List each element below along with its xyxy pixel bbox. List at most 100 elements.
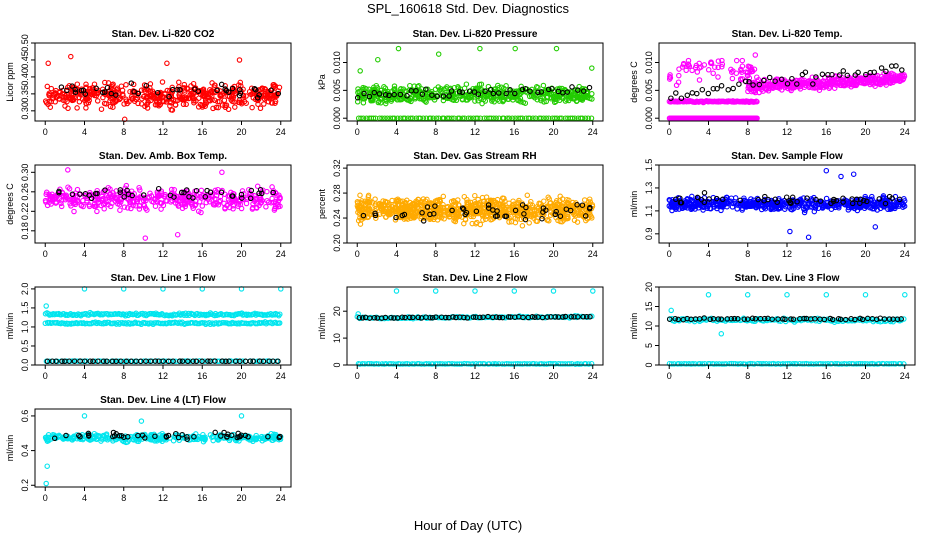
data-point-cyan <box>718 331 725 337</box>
data-point-black <box>230 193 236 199</box>
data-point-black <box>270 189 276 196</box>
data-point-red <box>183 101 189 108</box>
data-point-magenta <box>217 197 224 204</box>
panel-title: Stan. Dev. Line 1 Flow <box>111 273 216 284</box>
data-point-cyan <box>784 292 790 298</box>
data-point-red <box>46 98 52 105</box>
data-point-black <box>121 194 127 200</box>
data-point-magenta <box>733 70 740 76</box>
data-point-magenta <box>199 203 206 209</box>
x-tick-label: 4 <box>394 249 399 259</box>
data-point-black <box>730 85 736 92</box>
data-point-red <box>124 100 130 107</box>
data-points <box>354 192 596 229</box>
data-point-black <box>167 192 174 199</box>
data-point-red <box>217 92 224 99</box>
data-point-magenta <box>102 200 108 207</box>
data-point-green <box>461 115 468 121</box>
data-point-red <box>156 103 162 109</box>
data-point-black <box>155 185 162 192</box>
data-point-green <box>532 115 539 121</box>
data-point-orange <box>440 193 447 200</box>
data-point-green <box>512 115 518 121</box>
data-point-magenta <box>809 85 816 91</box>
x-tick-label: 24 <box>276 371 286 381</box>
data-point-red <box>114 85 121 92</box>
data-point-green <box>436 115 442 121</box>
data-point-red <box>167 98 173 105</box>
data-point-blue <box>823 195 830 202</box>
data-point-black <box>125 191 132 197</box>
data-point-magenta <box>752 52 759 58</box>
data-point-magenta <box>152 197 158 203</box>
data-point-magenta <box>59 189 65 195</box>
data-point-orange <box>541 198 547 204</box>
data-point-red <box>199 104 206 110</box>
data-points <box>666 52 908 121</box>
data-point-black <box>204 187 210 194</box>
data-point-black <box>361 90 367 97</box>
data-point-green <box>557 115 563 121</box>
data-point-red <box>205 93 211 100</box>
chart-panel-5: Stan. Dev. Gas Stream RH0 4 8 12 16 20 240.200… <box>317 151 604 259</box>
x-tick-label: 4 <box>706 249 711 259</box>
data-point-green <box>463 92 470 98</box>
data-point-black <box>863 71 869 78</box>
data-point-black <box>391 91 397 98</box>
panel-title: Stan. Dev. Li-820 Pressure <box>413 29 538 40</box>
data-point-green <box>517 115 524 121</box>
data-point-magenta <box>249 206 256 212</box>
data-point-black <box>214 87 220 94</box>
data-point-red <box>66 94 73 101</box>
data-point-magenta <box>62 196 69 203</box>
data-point-red <box>60 97 66 103</box>
y-axis-label: percent <box>317 188 327 219</box>
data-point-magenta <box>244 196 251 202</box>
data-point-black <box>701 190 708 196</box>
data-point-green <box>366 86 372 93</box>
data-point-red <box>144 95 150 101</box>
data-point-green <box>578 95 584 102</box>
data-point-red <box>228 94 235 100</box>
data-point-magenta <box>754 115 760 121</box>
data-point-black <box>128 80 135 86</box>
data-point-red <box>211 82 218 89</box>
data-point-black <box>190 195 196 201</box>
data-point-magenta <box>715 74 721 80</box>
data-point-red <box>138 87 145 93</box>
data-point-magenta <box>168 186 175 193</box>
data-point-black <box>183 187 190 193</box>
data-point-magenta <box>158 192 165 199</box>
data-point-red <box>181 81 188 88</box>
data-point-black <box>354 94 361 101</box>
data-point-black <box>766 74 773 81</box>
data-point-magenta <box>269 195 275 202</box>
data-point-black <box>778 76 785 83</box>
data-point-magenta <box>164 198 170 204</box>
data-point-green <box>519 115 526 121</box>
data-point-red <box>144 105 151 111</box>
data-point-red <box>173 97 179 104</box>
data-point-magenta <box>174 231 181 238</box>
data-point-black <box>218 81 225 88</box>
data-point-green <box>579 115 586 121</box>
y-tick-label: 1.5 <box>20 302 30 315</box>
data-point-red <box>248 91 254 98</box>
data-point-black <box>888 63 895 69</box>
data-point-green <box>509 115 516 121</box>
y-tick-label: 1.5 <box>644 159 654 172</box>
data-points <box>42 53 283 123</box>
data-point-magenta <box>130 202 136 209</box>
data-point-green <box>501 115 507 121</box>
data-point-black <box>482 88 488 95</box>
data-point-magenta <box>666 76 673 82</box>
x-tick-label: 20 <box>860 127 870 137</box>
data-point-black <box>512 90 518 97</box>
data-point-black <box>386 92 392 99</box>
data-point-red <box>83 81 89 88</box>
data-point-magenta <box>241 190 247 197</box>
data-point-magenta <box>219 169 225 176</box>
data-point-magenta <box>264 188 270 195</box>
